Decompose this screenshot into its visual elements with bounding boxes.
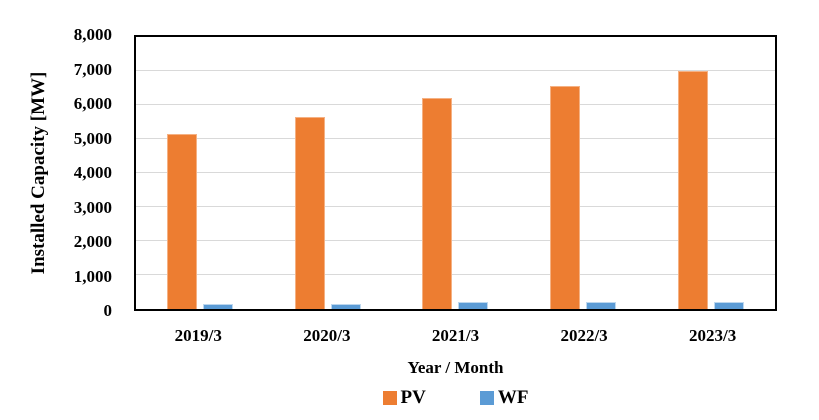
pv-bar-2020/3 <box>294 116 325 309</box>
x-axis-tick-labels: 2019/3 2020/3 2021/3 2022/3 2023/3 <box>134 326 777 346</box>
bars-container <box>136 37 775 309</box>
bar-group-2023/3 <box>647 37 775 309</box>
gridline <box>136 274 775 275</box>
y-tick-label: 3,000 <box>73 197 112 217</box>
bar-group-2021/3 <box>392 37 520 309</box>
legend-item-wf: WF <box>479 387 529 409</box>
legend-item-pv: PV <box>382 387 426 409</box>
y-axis-tick-labels: 8,000 7,000 6,000 5,000 4,000 3,000 2,000 1,000… <box>0 25 122 320</box>
pv-bar-2022/3 <box>550 86 581 309</box>
y-tick-label: 7,000 <box>73 59 112 79</box>
pv-bar-2019/3 <box>166 133 197 309</box>
legend-label-pv: PV <box>400 387 426 408</box>
x-tick-label: 2019/3 <box>174 326 222 345</box>
gridline <box>136 172 775 173</box>
x-axis-title: Year / Month <box>407 358 504 377</box>
plot-area <box>134 35 777 311</box>
bar-group-2022/3 <box>519 37 647 309</box>
y-tick-label: 4,000 <box>73 163 112 182</box>
x-tick-label: 2022/3 <box>560 326 608 345</box>
gridline <box>136 138 775 139</box>
gridline <box>136 104 775 105</box>
gridline <box>136 70 775 71</box>
bar-group-2020/3 <box>264 37 392 309</box>
x-tick-label: 2020/3 <box>303 326 351 345</box>
y-tick-label: 6,000 <box>73 94 112 113</box>
x-tick-label: 2023/3 <box>689 326 737 345</box>
y-tick-label: 2,000 <box>73 232 112 251</box>
wf-bar-2020/3 <box>330 303 361 309</box>
bar-group-2019/3 <box>136 37 264 309</box>
wf-bar-2021/3 <box>458 302 489 309</box>
y-tick-label: 8,000 <box>73 25 112 44</box>
y-tick-label: 5,000 <box>73 128 112 148</box>
pv-bar-2021/3 <box>422 98 453 309</box>
gridline <box>136 206 775 207</box>
gridline <box>136 240 775 241</box>
legend: PV WF <box>134 387 777 409</box>
y-tick-label: 1,000 <box>73 266 112 286</box>
legend-label-wf: WF <box>497 387 529 408</box>
wf-bar-2023/3 <box>714 301 745 309</box>
wf-bar-2019/3 <box>202 303 233 309</box>
wf-bar-2022/3 <box>586 301 617 309</box>
x-tick-label: 2021/3 <box>431 326 480 345</box>
legend-swatch-pv <box>382 391 397 405</box>
y-tick-label: 0 <box>103 301 113 320</box>
pv-bar-2023/3 <box>678 71 709 309</box>
legend-swatch-wf <box>479 391 494 405</box>
